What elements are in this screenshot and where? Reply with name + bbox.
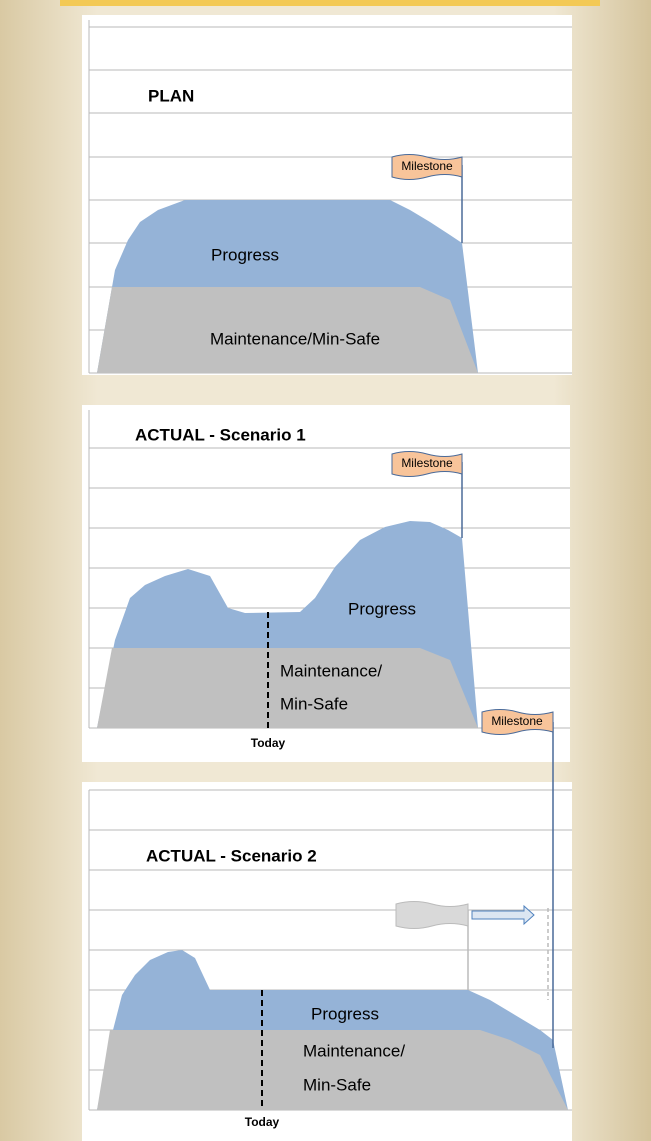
- milestone-flag: [391, 451, 463, 477]
- progress-label: Progress: [348, 599, 416, 618]
- panel-title: PLAN: [148, 86, 194, 105]
- milestone-label: Milestone: [401, 456, 453, 470]
- today-label: Today: [245, 1115, 280, 1129]
- maintenance-area: [97, 287, 478, 373]
- maintenance-area: [97, 648, 478, 728]
- milestone-flag: [391, 154, 463, 180]
- shift-arrow: [471, 904, 535, 926]
- panel-title: ACTUAL - Scenario 2: [146, 846, 317, 865]
- panel-scenario-1: Today Milestone ACTUAL - Scenario 1 Prog…: [82, 405, 570, 762]
- panel-title: ACTUAL - Scenario 1: [135, 425, 306, 444]
- maintenance-area: [97, 1030, 568, 1110]
- milestone-label: Milestone: [401, 159, 453, 173]
- panel-plan: Milestone PLAN Progress Maintenance/Min-…: [82, 15, 572, 375]
- milestone-label: Milestone: [491, 714, 543, 728]
- panel-scenario-2: Today Milestone ACTUAL - Scenario 2 Prog…: [82, 709, 572, 1141]
- maintenance-label: Maintenance/Min-Safe: [210, 329, 380, 348]
- today-label: Today: [251, 736, 286, 750]
- milestone-flag: [481, 709, 554, 735]
- maintenance-label: Maintenance/: [303, 1041, 405, 1060]
- maintenance-label: Min-Safe: [280, 694, 348, 713]
- progress-label: Progress: [311, 1004, 379, 1023]
- maintenance-label: Min-Safe: [303, 1075, 371, 1094]
- maintenance-label: Maintenance/: [280, 661, 382, 680]
- old-milestone-flag: [395, 901, 469, 929]
- top-bar: [60, 0, 600, 6]
- progress-label: Progress: [211, 245, 279, 264]
